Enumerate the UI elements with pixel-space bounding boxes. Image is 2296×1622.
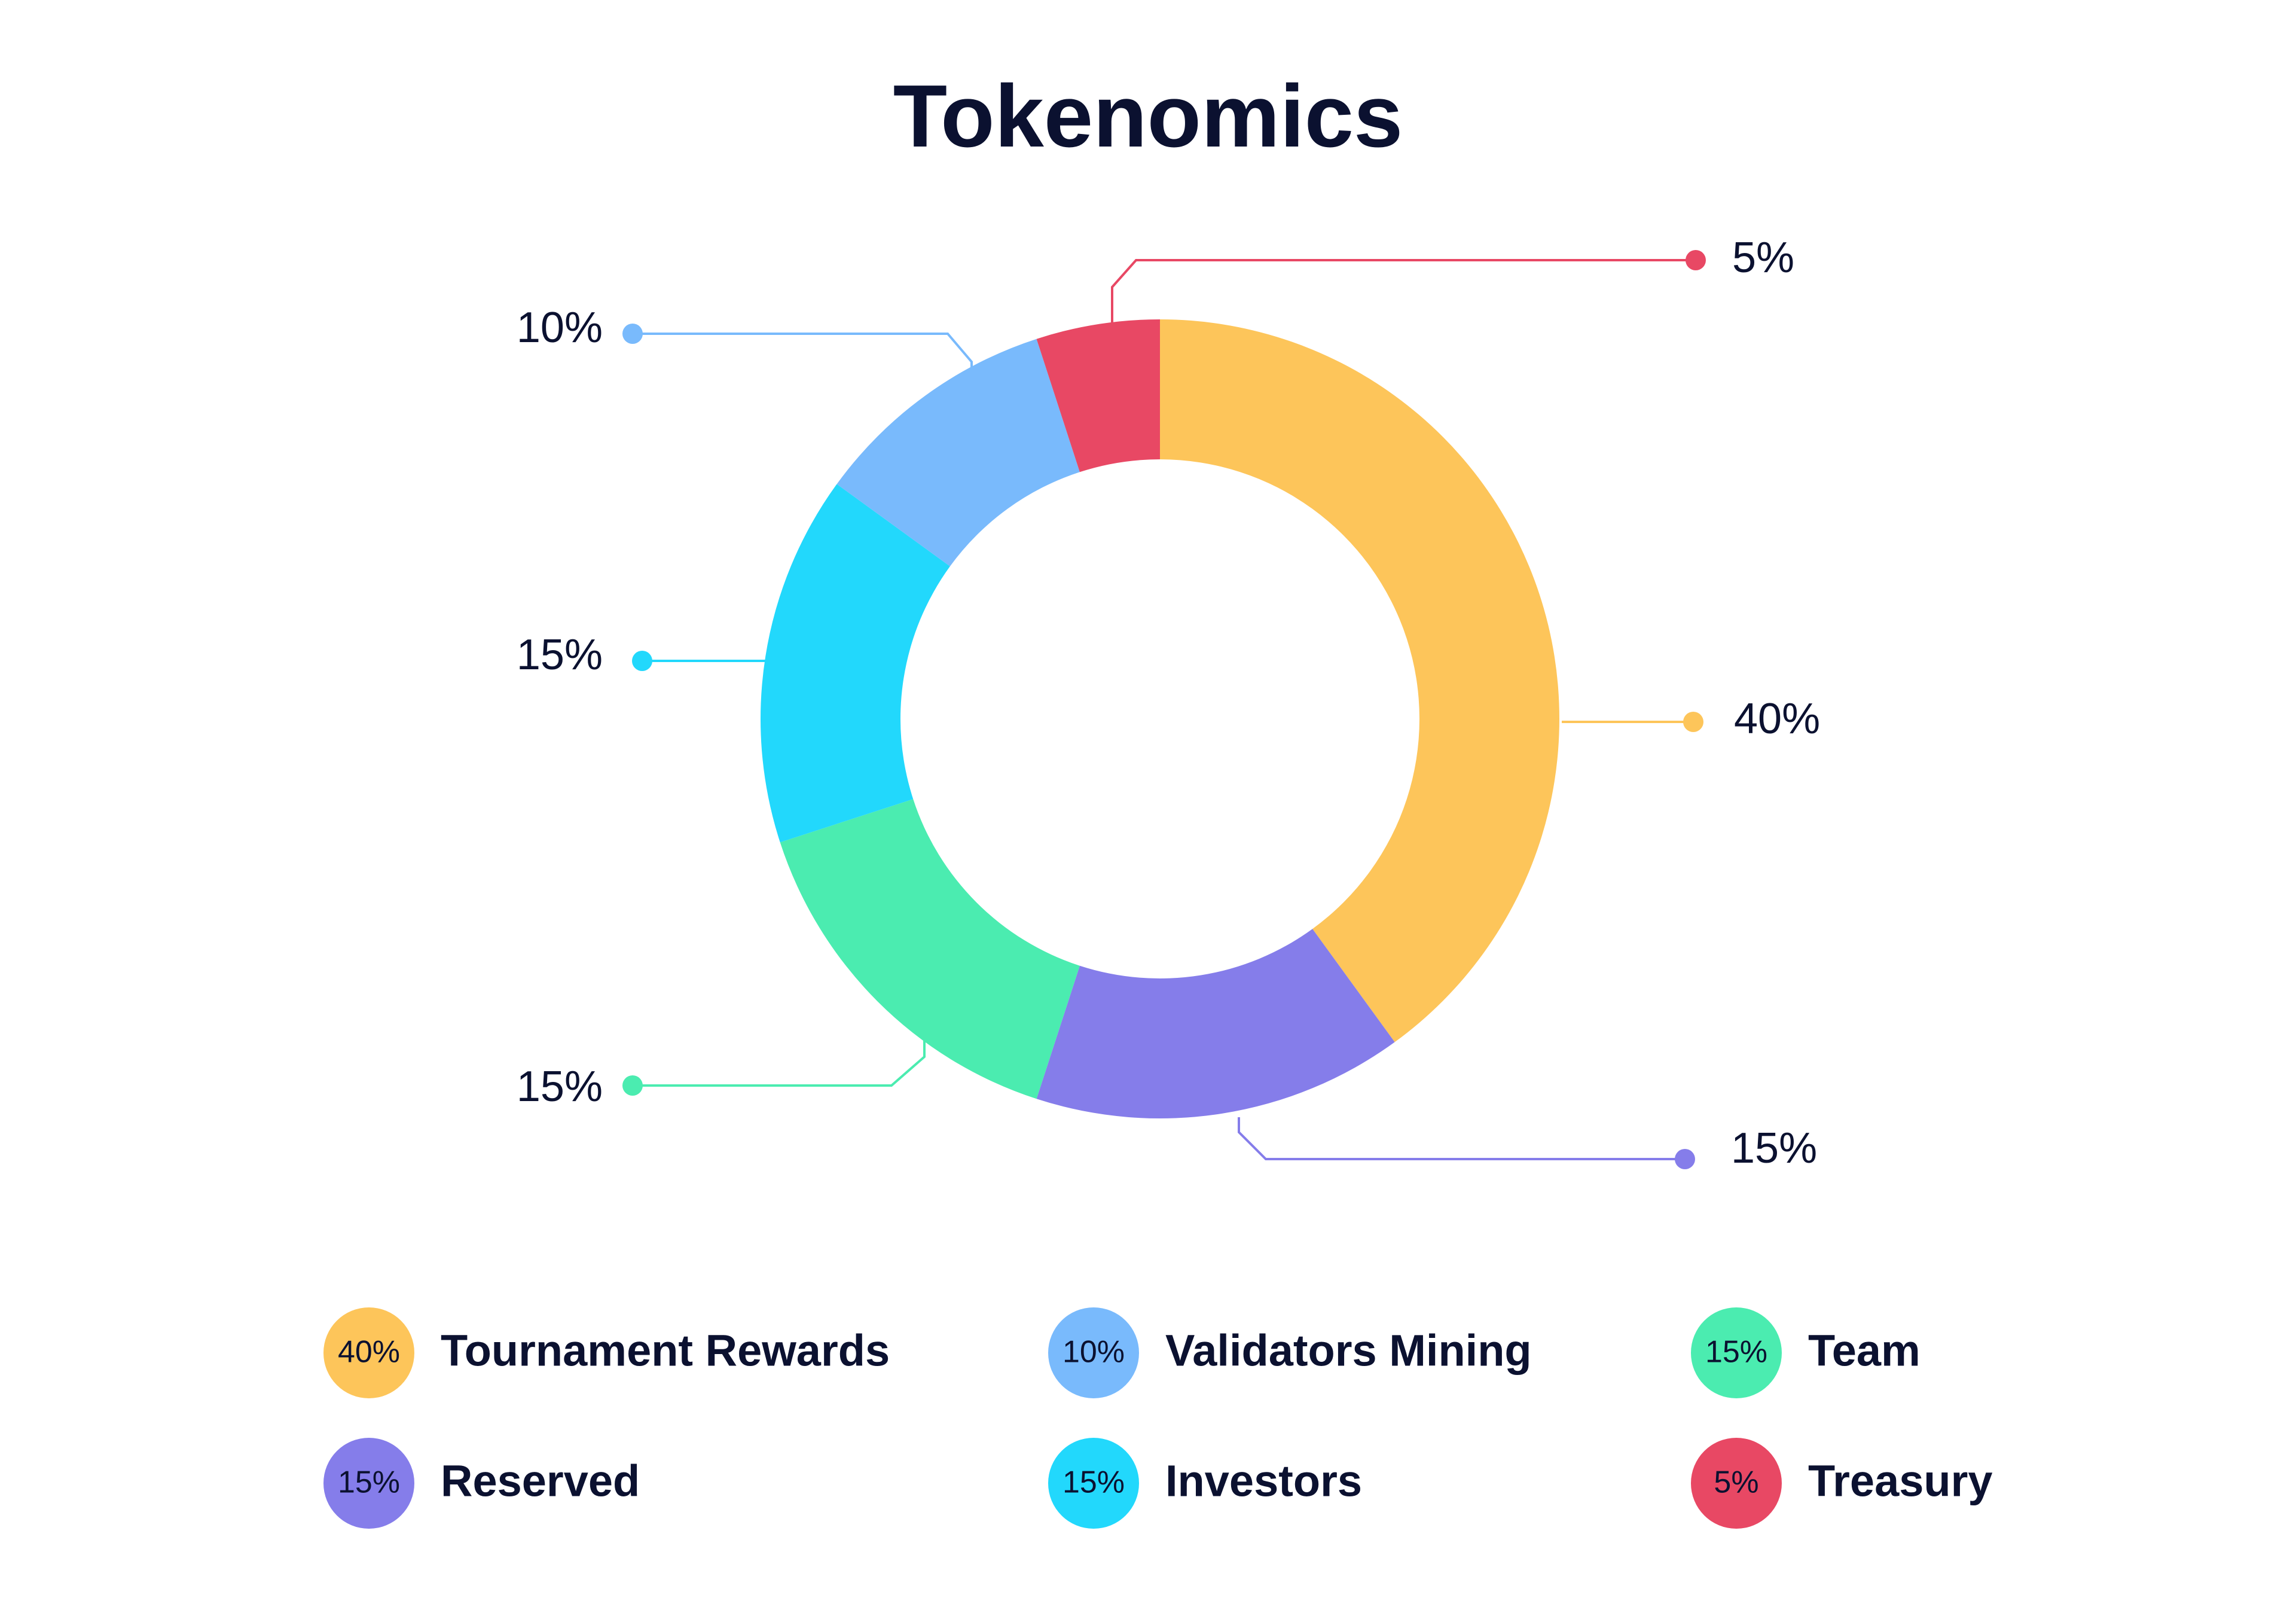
legend-pct-validators-mining: 10%	[1062, 1335, 1125, 1370]
leader-lines: 40% 15% 15% 15% 10% 5%	[517, 234, 1820, 1172]
legend-swatch-tournament-rewards	[323, 1307, 414, 1398]
leader-dot-investors	[632, 651, 652, 671]
legend: 40% Tournament Rewards 10% Validators Minin…	[323, 1307, 1993, 1529]
slice-team	[780, 799, 1080, 1099]
slice-treasury	[1036, 319, 1160, 472]
legend-item-treasury: 5% Treasury	[1691, 1438, 1993, 1529]
data-label-tournament-rewards: 40%	[1734, 695, 1820, 743]
legend-label-tournament-rewards: Tournament Rewards	[441, 1326, 890, 1376]
legend-pct-reserved: 15%	[338, 1465, 400, 1500]
leader-line-reserved	[1238, 1117, 1685, 1160]
legend-pct-tournament-rewards: 40%	[338, 1335, 400, 1370]
legend-label-team: Team	[1808, 1326, 1921, 1376]
leader-dot-tournament-rewards	[1683, 712, 1703, 732]
legend-swatch-investors	[1048, 1438, 1139, 1529]
legend-label-validators-mining: Validators Mining	[1165, 1326, 1532, 1376]
leader-dot-reserved	[1675, 1149, 1695, 1169]
legend-item-investors: 15% Investors	[1048, 1438, 1362, 1529]
legend-item-team: 15% Team	[1691, 1307, 1921, 1398]
legend-swatch-team	[1691, 1307, 1782, 1398]
chart-title: Tokenomics	[893, 67, 1403, 166]
legend-label-reserved: Reserved	[441, 1456, 640, 1506]
legend-label-treasury: Treasury	[1808, 1456, 1993, 1506]
legend-item-reserved: 15% Reserved	[323, 1438, 640, 1529]
leader-dot-validators-mining	[622, 324, 643, 344]
leader-dot-treasury	[1686, 250, 1706, 270]
leader-line-treasury	[1111, 259, 1696, 326]
slice-tournament-rewards	[1160, 319, 1560, 1042]
legend-pct-team: 15%	[1705, 1335, 1767, 1370]
slice-investors	[761, 484, 950, 843]
data-label-team: 15%	[517, 1063, 603, 1111]
legend-label-investors: Investors	[1165, 1456, 1362, 1506]
data-label-investors: 15%	[517, 631, 603, 679]
donut-slices	[761, 319, 1560, 1119]
legend-item-validators-mining: 10% Validators Mining	[1048, 1307, 1532, 1398]
leader-dot-team	[622, 1075, 643, 1096]
legend-swatch-reserved	[323, 1438, 414, 1529]
data-label-reserved: 15%	[1731, 1124, 1817, 1172]
slice-reserved	[1036, 929, 1395, 1119]
legend-swatch-treasury	[1691, 1438, 1782, 1529]
legend-item-tournament-rewards: 40% Tournament Rewards	[323, 1307, 890, 1398]
leader-line-team	[633, 1039, 926, 1087]
data-label-validators-mining: 10%	[517, 304, 603, 352]
legend-pct-treasury: 5%	[1714, 1465, 1758, 1500]
leader-line-validators-mining	[633, 333, 973, 379]
data-label-treasury: 5%	[1732, 234, 1794, 282]
slice-validators-mining	[836, 339, 1080, 566]
legend-swatch-validators-mining	[1048, 1307, 1139, 1398]
legend-pct-investors: 15%	[1062, 1465, 1125, 1500]
